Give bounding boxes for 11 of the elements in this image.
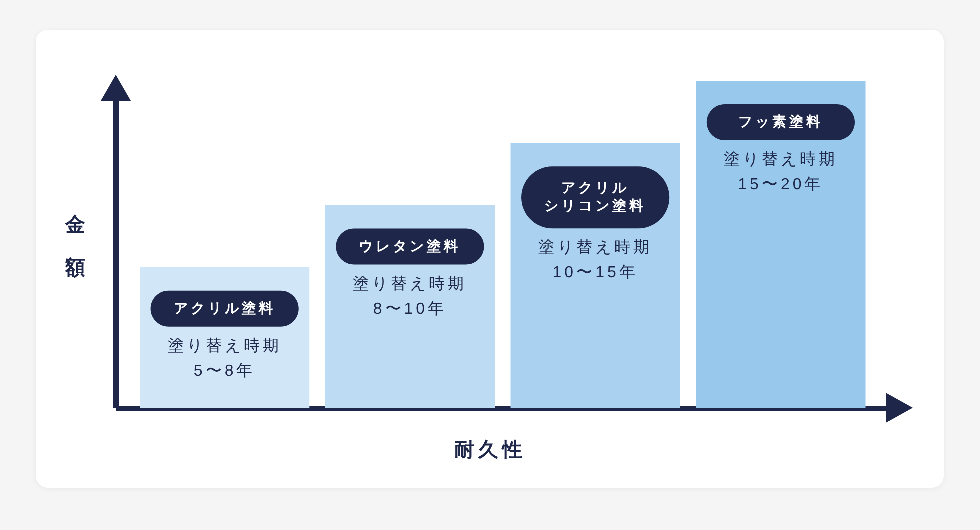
annotation: 塗り替え時期 15〜20年 — [724, 150, 838, 194]
annotation: 塗り替え時期 8〜10年 — [353, 274, 468, 318]
annotation: 塗り替え時期 10〜15年 — [538, 238, 653, 282]
x-tick-label: アクリル塗料 — [174, 300, 276, 316]
bar — [696, 81, 866, 408]
x-axis-title: 耐久性 — [454, 440, 526, 462]
annotation: 塗り替え時期 5〜8年 — [168, 336, 282, 380]
x-tick-label: フッ素塗料 — [738, 114, 824, 130]
y-axis-title: 金額 — [64, 214, 90, 280]
x-tick-label: ウレタン塗料 — [359, 238, 462, 254]
x-tick-label: アクリルシリコン塗料 — [544, 180, 647, 214]
